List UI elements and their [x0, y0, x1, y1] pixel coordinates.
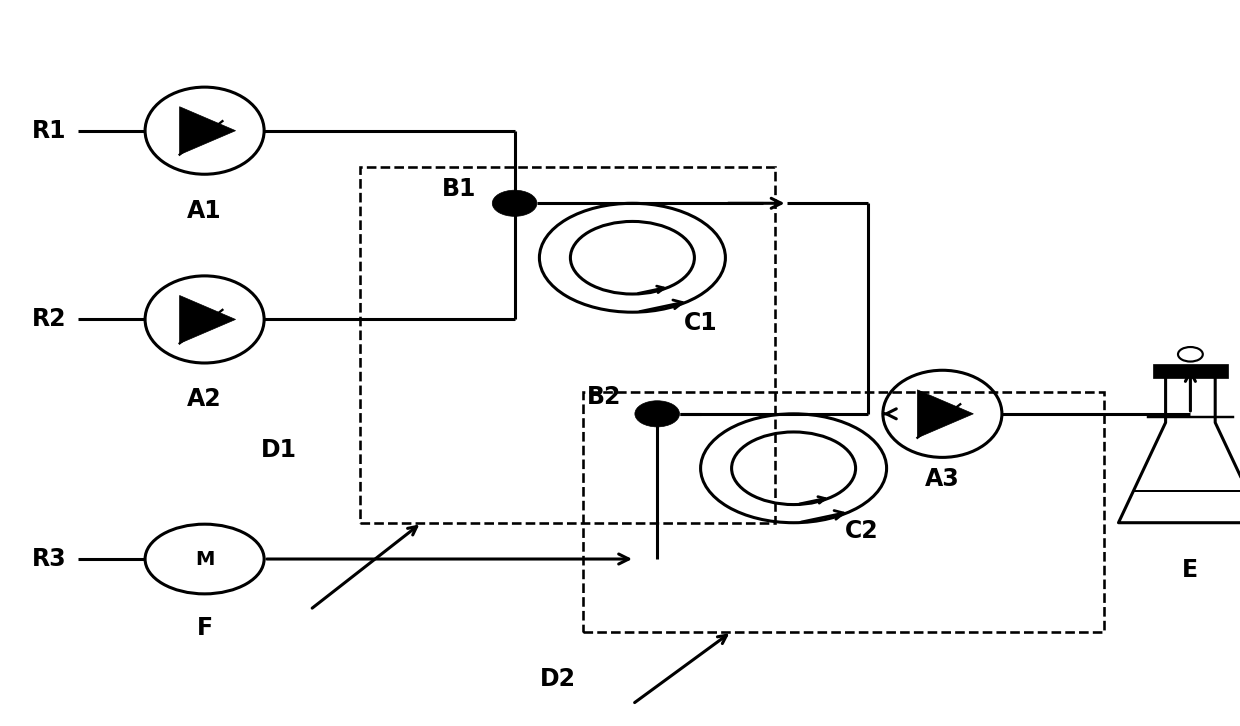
Text: D2: D2: [539, 666, 577, 691]
Polygon shape: [180, 295, 236, 343]
Bar: [360, 167, 775, 523]
Text: C2: C2: [844, 519, 879, 544]
Polygon shape: [180, 107, 236, 155]
Text: A1: A1: [187, 198, 222, 223]
Text: R3: R3: [32, 547, 67, 571]
Bar: [1153, 364, 1228, 378]
Circle shape: [492, 190, 537, 216]
Text: B1: B1: [441, 176, 476, 201]
Text: R1: R1: [32, 118, 67, 143]
Text: D1: D1: [260, 438, 298, 462]
Text: C1: C1: [683, 311, 718, 335]
Text: A3: A3: [925, 467, 960, 492]
Text: R2: R2: [32, 307, 67, 332]
Polygon shape: [918, 390, 973, 438]
Circle shape: [635, 401, 680, 427]
Text: A2: A2: [187, 387, 222, 412]
Text: E: E: [1182, 558, 1199, 582]
Bar: [583, 392, 1104, 632]
Text: B2: B2: [587, 385, 621, 409]
Text: F: F: [196, 616, 213, 640]
Text: M: M: [195, 550, 215, 568]
